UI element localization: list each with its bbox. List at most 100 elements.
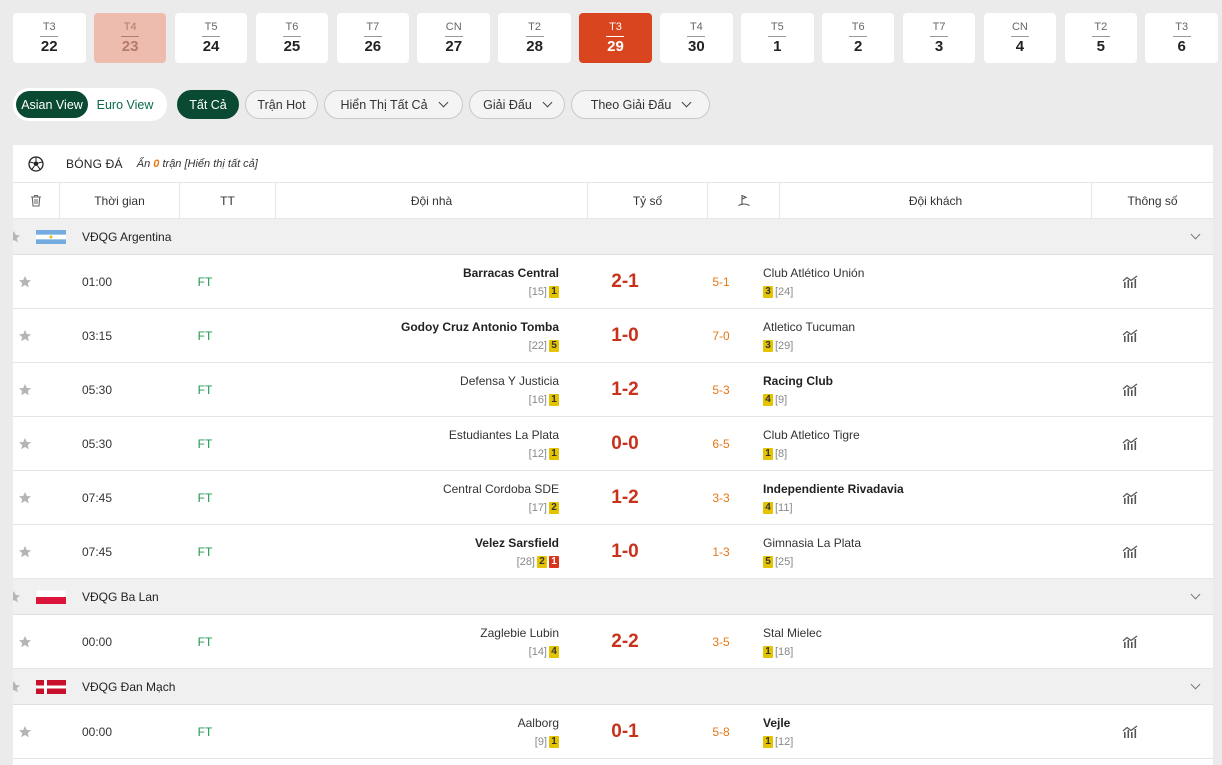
match-row[interactable]: 07:45 FT Central Cordoba SDE [17] 2 1-2 3-3 Ind… [13,471,1213,525]
away-team-cell[interactable]: Stal Mielec 1 [18] [757,626,1069,658]
star-icon[interactable] [13,230,21,244]
away-team-cell[interactable]: Gimnasia La Plata 5 [25] [757,536,1069,568]
match-score[interactable]: 1-2 [611,486,639,508]
match-favorite[interactable] [13,635,60,649]
star-icon[interactable] [18,635,32,649]
stats-icon[interactable] [1122,545,1138,559]
date-tab[interactable]: T6 25 [255,13,329,63]
away-team-cell[interactable]: Club Atletico Tigre 1 [8] [757,428,1069,460]
star-icon[interactable] [18,329,32,343]
hidden-matches-info[interactable]: Ẩn 0 trận [Hiển thị tất cả] [137,158,258,170]
match-row[interactable]: 05:30 FT Defensa Y Justicia [16] 1 1-2 5-3 Raci… [13,363,1213,417]
match-score[interactable]: 1-0 [611,540,639,562]
date-tab[interactable]: T6 2 [821,13,895,63]
match-stats[interactable] [1069,491,1190,505]
match-favorite[interactable] [13,725,60,739]
away-team-cell[interactable]: Racing Club 4 [9] [757,374,1069,406]
away-team-cell[interactable]: Atletico Tucuman 3 [29] [757,320,1069,352]
filter-hot-button[interactable]: Trận Hot [245,90,318,119]
filter-all-button[interactable]: Tất Cả [177,90,239,119]
match-favorite[interactable] [13,437,60,451]
league-favorite[interactable] [13,590,37,604]
stats-icon[interactable] [1122,725,1138,739]
home-team-name[interactable]: Zaglebie Lubin [480,625,559,640]
star-icon[interactable] [18,437,32,451]
league-dropdown[interactable]: Giải Đấu [469,90,565,119]
star-icon[interactable] [13,680,21,694]
away-team-name[interactable]: Atletico Tucuman [763,319,856,334]
home-team-cell[interactable]: Aalborg [9] 1 [253,716,565,748]
match-stats[interactable] [1069,329,1190,343]
away-team-name[interactable]: Club Atlético Unión [763,265,865,280]
euro-view-button[interactable]: Euro View [96,97,154,112]
star-icon[interactable] [18,275,32,289]
home-team-name[interactable]: Godoy Cruz Antonio Tomba [401,319,559,334]
away-team-name[interactable]: Independiente Rivadavia [763,481,904,496]
home-team-cell[interactable]: Central Cordoba SDE [17] 2 [253,482,565,514]
date-tab[interactable]: T3 6 [1145,13,1218,63]
date-tab[interactable]: T7 26 [336,13,410,63]
stats-icon[interactable] [1122,383,1138,397]
star-icon[interactable] [18,725,32,739]
league-favorite[interactable] [13,230,37,244]
match-score[interactable]: 2-1 [611,270,639,292]
date-tab[interactable]: CN 27 [417,13,490,63]
match-row[interactable]: 00:00 FT Aalborg [9] 1 0-1 5-8 Vejle 1 [12] [13,705,1213,759]
star-icon[interactable] [13,590,21,604]
match-row[interactable]: 05:30 FT Estudiantes La Plata [12] 1 0-0 6-5 Cl… [13,417,1213,471]
match-stats[interactable] [1069,545,1190,559]
star-icon[interactable] [18,383,32,397]
match-score[interactable]: 0-0 [611,432,639,454]
chevron-down-icon[interactable] [1190,589,1201,600]
date-tab[interactable]: T7 3 [902,13,976,63]
asian-view-button[interactable]: Asian View [16,91,88,118]
stats-icon[interactable] [1122,437,1138,451]
match-score[interactable]: 0-1 [611,720,639,742]
home-team-name[interactable]: Estudiantes La Plata [448,427,559,442]
match-favorite[interactable] [13,275,60,289]
match-score[interactable]: 1-0 [611,324,639,346]
stats-icon[interactable] [1122,635,1138,649]
home-team-name[interactable]: Aalborg [517,715,559,730]
home-team-cell[interactable]: Zaglebie Lubin [14] 4 [253,626,565,658]
away-team-cell[interactable]: Club Atlético Unión 3 [24] [757,266,1069,298]
star-icon[interactable] [18,491,32,505]
date-tab[interactable]: T3 22 [13,13,86,63]
home-team-cell[interactable]: Barracas Central [15] 1 [253,266,565,298]
match-favorite[interactable] [13,383,60,397]
home-team-name[interactable]: Velez Sarsfield [474,535,559,550]
league-favorite[interactable] [13,680,37,694]
match-favorite[interactable] [13,545,60,559]
home-team-name[interactable]: Barracas Central [462,265,559,280]
home-team-cell[interactable]: Godoy Cruz Antonio Tomba [22] 5 [253,320,565,352]
column-delete[interactable] [13,183,60,218]
match-score[interactable]: 1-2 [611,378,639,400]
date-tab[interactable]: T4 23 [93,13,167,63]
chevron-down-icon[interactable] [1190,229,1201,240]
league-header[interactable]: VĐQG Ba Lan [13,579,1213,615]
away-team-cell[interactable]: Independiente Rivadavia 4 [11] [757,482,1069,514]
away-team-name[interactable]: Vejle [763,715,791,730]
home-team-cell[interactable]: Defensa Y Justicia [16] 1 [253,374,565,406]
home-team-cell[interactable]: Velez Sarsfield [28] 2 1 [253,536,565,568]
match-row[interactable]: 07:45 FT Velez Sarsfield [28] 2 1 1-0 1-3 Gimnas… [13,525,1213,579]
match-favorite[interactable] [13,491,60,505]
show-all-dropdown[interactable]: Hiển Thị Tất Cả [324,90,463,119]
date-tab[interactable]: CN 4 [983,13,1057,63]
stats-icon[interactable] [1122,329,1138,343]
match-stats[interactable] [1069,725,1190,739]
date-tab[interactable]: T3 29 [579,13,652,63]
league-header[interactable]: VĐQG Argentina [13,219,1213,255]
match-row[interactable]: 01:00 FT Barracas Central [15] 1 2-1 5-1 Club A… [13,255,1213,309]
date-tab[interactable]: T2 5 [1064,13,1138,63]
match-score[interactable]: 2-2 [611,630,639,652]
home-team-name[interactable]: Central Cordoba SDE [442,481,559,496]
away-team-name[interactable]: Stal Mielec [763,625,822,640]
stats-icon[interactable] [1122,491,1138,505]
match-stats[interactable] [1069,275,1190,289]
match-row[interactable]: 03:15 FT Godoy Cruz Antonio Tomba [22] 5 1-0 7… [13,309,1213,363]
date-tab[interactable]: T5 1 [741,13,814,63]
chevron-down-icon[interactable] [1190,679,1201,690]
by-league-dropdown[interactable]: Theo Giải Đấu [571,90,710,119]
match-favorite[interactable] [13,329,60,343]
